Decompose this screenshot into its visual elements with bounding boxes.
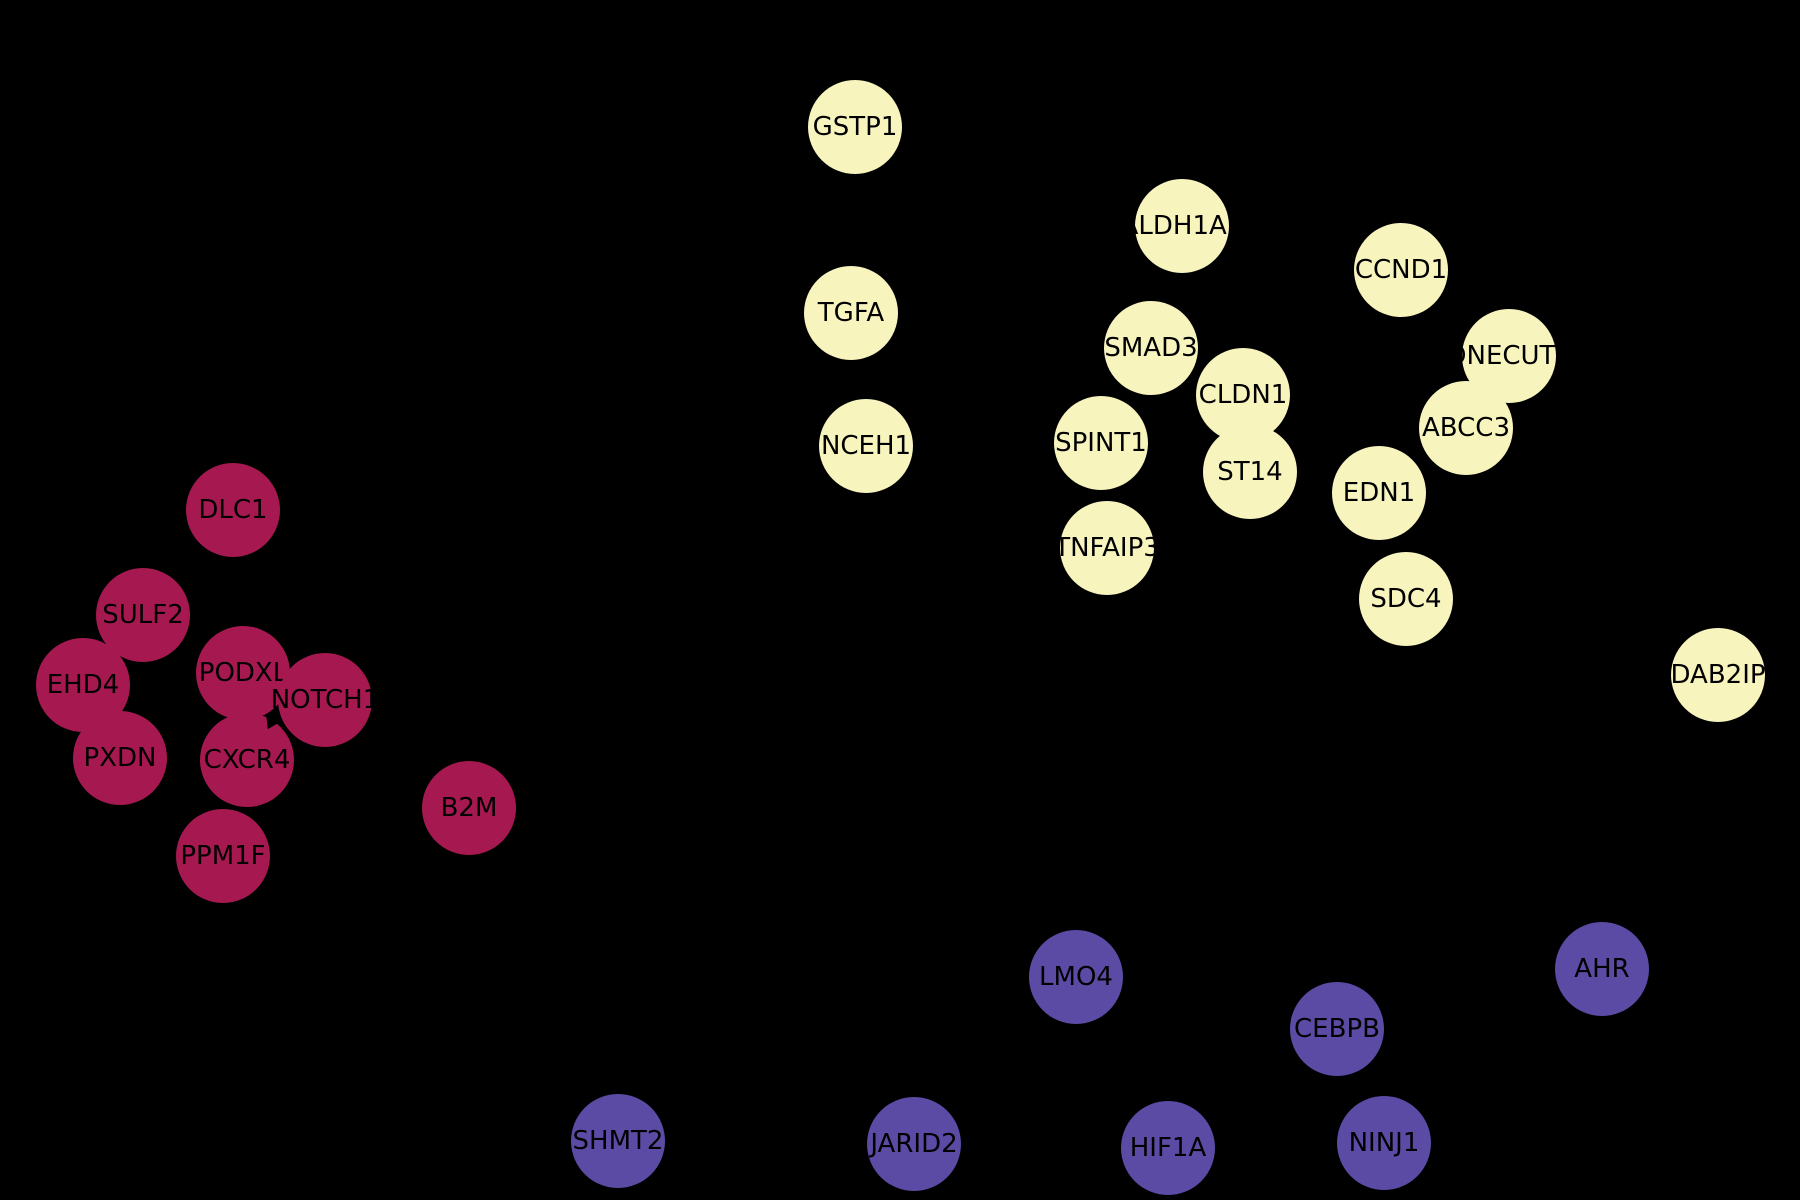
graph-node-label: PPM1F: [180, 841, 266, 871]
graph-node-label: SULF2: [102, 600, 184, 630]
graph-node-label: NINJ1: [1348, 1128, 1420, 1158]
node-ppm1f[interactable]: PPM1F: [176, 809, 270, 903]
graph-node-label: SPINT1: [1055, 428, 1147, 458]
node-ahr[interactable]: AHR: [1555, 922, 1649, 1016]
graph-node-label: ABCC3: [1421, 413, 1511, 443]
graph-node-label: B2M: [440, 793, 498, 823]
node-lmo4[interactable]: LMO4: [1029, 930, 1123, 1024]
node-edn1[interactable]: EDN1: [1332, 446, 1426, 540]
graph-node-label: JARID2: [870, 1129, 958, 1159]
graph-node-label: NCEH1: [820, 431, 912, 461]
node-shmt2[interactable]: SHMT2: [571, 1094, 665, 1188]
node-b2m[interactable]: B2M: [422, 761, 516, 855]
node-notch1[interactable]: NOTCH1: [271, 653, 379, 747]
graph-node-label: TNFAIP3: [1054, 533, 1160, 563]
graph-node-label: ONECUT2: [1446, 341, 1572, 371]
node-pxdn[interactable]: PXDN: [73, 711, 167, 805]
node-dlc1[interactable]: DLC1: [186, 463, 280, 557]
node-ccnd1[interactable]: CCND1: [1354, 223, 1448, 317]
graph-node-label: DAB2IP: [1670, 660, 1766, 690]
node-st14[interactable]: ST14: [1203, 425, 1297, 519]
node-cebpb[interactable]: CEBPB: [1290, 982, 1384, 1076]
graph-node-label: TGFA: [817, 298, 885, 328]
graph-node-label: CLDN1: [1198, 380, 1288, 410]
graph-node-label: PXDN: [83, 743, 157, 773]
graph-node-label: ST14: [1217, 457, 1283, 487]
graph-node-label: ALDH1A1: [1120, 211, 1244, 241]
node-tnfaip3[interactable]: TNFAIP3: [1054, 501, 1160, 595]
graph-node-label: LMO4: [1039, 962, 1113, 992]
graph-node-label: DLC1: [198, 495, 268, 525]
graph-node-label: CEBPB: [1294, 1014, 1380, 1044]
node-hif1a[interactable]: HIF1A: [1121, 1101, 1215, 1195]
node-nceh1[interactable]: NCEH1: [819, 399, 913, 493]
graph-node-label: GSTP1: [812, 112, 898, 142]
graph-node-label: NOTCH1: [270, 685, 380, 715]
graph-node-label: AHR: [1574, 954, 1630, 984]
graph-node-label: PODXL: [198, 658, 288, 688]
node-abcc3[interactable]: ABCC3: [1419, 381, 1513, 475]
graph-node-label: SHMT2: [572, 1126, 664, 1156]
graph-node-label: CCND1: [1354, 255, 1448, 285]
node-smad3[interactable]: SMAD3: [1104, 301, 1198, 395]
node-podxl[interactable]: PODXL: [196, 626, 290, 720]
graph-node-label: EHD4: [46, 670, 120, 700]
node-sdc4[interactable]: SDC4: [1359, 552, 1453, 646]
graph-node-label: SMAD3: [1104, 333, 1198, 363]
node-spint1[interactable]: SPINT1: [1054, 396, 1148, 490]
graph-node-label: CXCR4: [203, 745, 291, 775]
graph-node-label: SDC4: [1370, 584, 1442, 614]
node-cxcr4[interactable]: CXCR4: [200, 713, 294, 807]
node-aldh1a1[interactable]: ALDH1A1: [1121, 179, 1243, 273]
node-dab2ip[interactable]: DAB2IP: [1670, 628, 1766, 722]
graph-node-label: EDN1: [1342, 478, 1416, 508]
node-gstp1[interactable]: GSTP1: [808, 80, 902, 174]
node-tgfa[interactable]: TGFA: [804, 266, 898, 360]
node-ninj1[interactable]: NINJ1: [1337, 1096, 1431, 1190]
node-jarid2[interactable]: JARID2: [867, 1097, 961, 1191]
graph-node-label: HIF1A: [1129, 1133, 1207, 1163]
